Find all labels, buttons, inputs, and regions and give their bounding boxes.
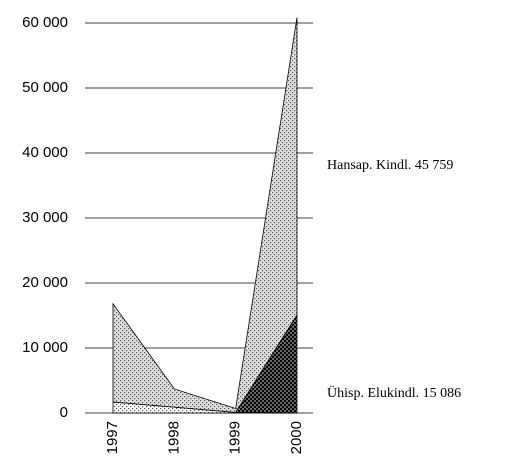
series-name: Ühisp. Elukindl. bbox=[327, 384, 419, 401]
series-name: Hansap. Kindl. bbox=[327, 158, 411, 173]
y-tick-label: 0 bbox=[60, 404, 68, 421]
y-tick-label: 60 000 bbox=[22, 14, 68, 31]
x-tick-label: 1999 bbox=[227, 421, 244, 454]
x-tick-label: 2000 bbox=[288, 421, 305, 454]
y-tick-label: 40 000 bbox=[22, 144, 68, 161]
value-label: 15 086 bbox=[423, 386, 462, 401]
x-tick-label: 1997 bbox=[104, 421, 121, 454]
series-label: Ühisp. Elukindl. 15 086 bbox=[327, 384, 461, 401]
y-tick-label: 50 000 bbox=[22, 79, 68, 96]
area bbox=[112, 17, 298, 413]
y-tick-label: 10 000 bbox=[22, 339, 68, 356]
y-tick-label: 30 000 bbox=[22, 209, 68, 226]
x-tick-label: 1998 bbox=[165, 421, 182, 454]
value-label: 45 759 bbox=[415, 158, 454, 173]
y-tick-label: 20 000 bbox=[22, 274, 68, 291]
series-label: Hansap. Kindl. 45 759 bbox=[327, 158, 453, 173]
